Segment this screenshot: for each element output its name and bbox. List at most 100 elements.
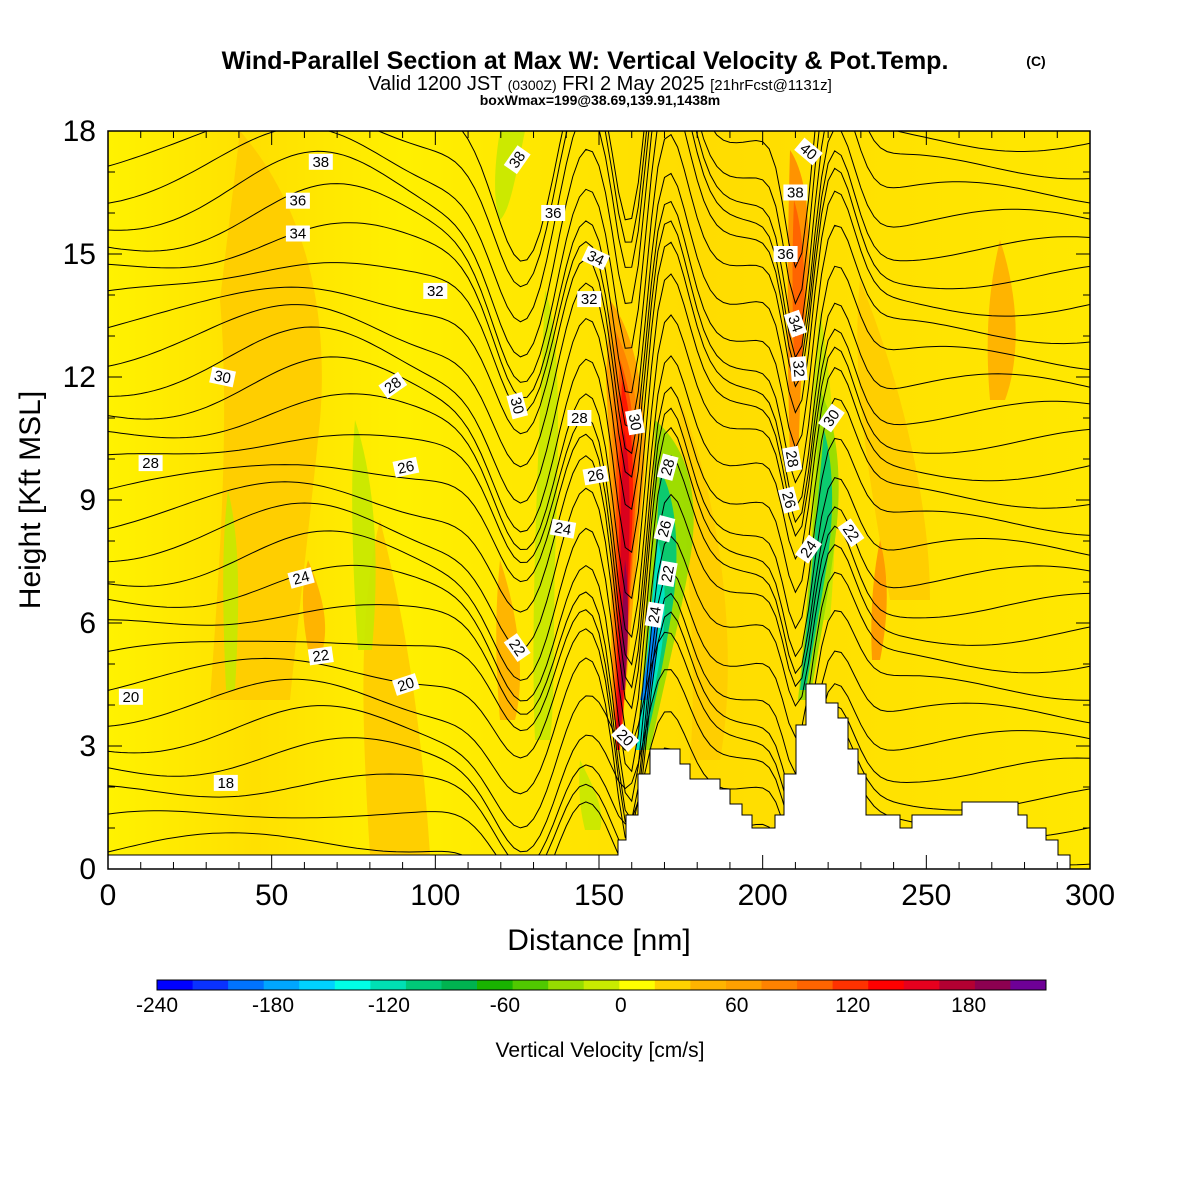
contour-label-text: 38 xyxy=(787,185,804,202)
contour-label-text: 28 xyxy=(142,455,159,472)
colorbar-swatch xyxy=(548,980,585,990)
colorbar-tick-label: 180 xyxy=(951,994,986,1017)
contour-label-box xyxy=(285,225,310,242)
contour-label-text: 22 xyxy=(839,521,862,544)
colorbar-swatch xyxy=(726,980,763,990)
colorbar-swatch xyxy=(334,980,371,990)
contour-label: 28 xyxy=(656,453,679,481)
colorbar-swatch xyxy=(263,980,300,990)
contour-label: 20 xyxy=(392,673,420,696)
colorbar-swatch xyxy=(405,980,442,990)
contour-label-text: 20 xyxy=(395,674,416,695)
colorbar-swatch xyxy=(654,980,691,990)
velocity-cell-9 xyxy=(352,420,376,650)
contour-label-box xyxy=(577,291,602,308)
colorbar-swatch xyxy=(441,980,478,990)
colorbar-swatch xyxy=(690,980,727,990)
contour-label-text: 30 xyxy=(213,367,233,387)
colorbar-swatch xyxy=(583,980,620,990)
theta-contour-line xyxy=(108,669,1090,853)
x-axis-label: Distance [nm] xyxy=(507,924,690,957)
contour-label: 22 xyxy=(657,560,678,588)
contour-label-text: 36 xyxy=(290,193,307,210)
contour-label-text: 34 xyxy=(290,226,307,243)
contour-label: 26 xyxy=(778,486,800,514)
colorbar-swatch xyxy=(974,980,1011,990)
x-axis: 0 50 100 150 200 250 300 xyxy=(100,131,1115,912)
contour-label-text: 24 xyxy=(291,568,312,589)
contour-label-text: 32 xyxy=(427,283,444,300)
contour-label: 38 xyxy=(783,184,808,202)
valid-utc: (0300Z) xyxy=(508,77,557,93)
contour-label: 28 xyxy=(782,445,803,473)
valid-prefix: Valid 1200 JST xyxy=(368,73,502,95)
contour-label-text: 32 xyxy=(789,360,807,378)
contour-label-box xyxy=(308,153,333,170)
contour-label: 30 xyxy=(209,366,237,388)
contour-label-text: 28 xyxy=(658,457,679,478)
contour-label: 36 xyxy=(773,246,798,263)
box-max-info: boxWmax=199@38.69,139.91,1438m xyxy=(480,92,721,108)
terrain xyxy=(108,683,1071,869)
velocity-cell-10 xyxy=(533,290,558,740)
colorbar-swatch xyxy=(192,980,229,990)
x-tick-label: 200 xyxy=(738,879,788,912)
colorbar-tick-label: -240 xyxy=(136,994,178,1017)
theta-contour-line xyxy=(108,493,1090,773)
contour-label-box xyxy=(837,518,865,548)
contour-label-box xyxy=(392,456,420,478)
contour-label-box xyxy=(378,371,408,399)
contour-label-text: 26 xyxy=(396,458,416,478)
contour-label-text: 20 xyxy=(123,689,140,706)
copyright-mark: (C) xyxy=(1026,53,1045,69)
contour-label: 28 xyxy=(138,455,163,472)
x-tick-label: 150 xyxy=(574,879,624,912)
contour-label: 40 xyxy=(794,137,823,166)
theta-contour-line xyxy=(108,611,1090,847)
contour-label-box xyxy=(209,366,237,388)
contour-label-text: 24 xyxy=(553,519,572,539)
valid-date: FRI 2 May 2025 xyxy=(562,73,704,95)
colorbar-tick-label: 120 xyxy=(835,994,870,1017)
contour-label-box xyxy=(625,408,645,436)
contour-label-text: 38 xyxy=(312,154,329,171)
contour-label: 38 xyxy=(308,153,333,171)
contour-label: 26 xyxy=(392,456,420,478)
y-tick-label: 9 xyxy=(79,484,96,517)
contour-label-box xyxy=(795,534,822,564)
contour-label: 32 xyxy=(789,356,808,382)
contour-label: 30 xyxy=(625,408,645,436)
theta-contour-line xyxy=(108,386,1090,666)
velocity-cell-3 xyxy=(857,280,930,600)
y-tick-label: 3 xyxy=(79,730,96,763)
contour-label: 24 xyxy=(549,518,577,539)
colorbar-tick-label: -180 xyxy=(252,994,294,1017)
contour-label: 34 xyxy=(285,225,310,243)
contour-label-text: 28 xyxy=(782,449,802,468)
x-tick-label: 100 xyxy=(410,879,460,912)
contour-label-text: 30 xyxy=(625,412,645,431)
contour-label-box xyxy=(783,309,808,338)
contour-label-text: 32 xyxy=(581,291,598,308)
contour-label: 36 xyxy=(541,205,566,222)
contour-label: 26 xyxy=(582,465,609,486)
contour-label: 22 xyxy=(307,646,334,666)
theta-contour-line xyxy=(108,314,1090,600)
contour-label-box xyxy=(285,192,310,209)
colorbar-swatch xyxy=(939,980,976,990)
contour-label: 38 xyxy=(503,145,531,175)
velocity-cell-1 xyxy=(210,131,322,700)
contour-label-text: 34 xyxy=(784,313,806,334)
y-tick-label: 15 xyxy=(63,238,96,271)
contour-label-text: 26 xyxy=(778,490,799,511)
velocity-cell-6 xyxy=(302,560,326,660)
contour-label-box xyxy=(783,184,808,201)
contour-label: 18 xyxy=(213,774,238,792)
theta-contour-line xyxy=(108,426,1090,710)
contour-label-box xyxy=(503,145,531,175)
contour-label-text: 22 xyxy=(505,636,528,659)
contour-label-box xyxy=(794,137,823,166)
theta-contour-line xyxy=(108,131,1090,359)
contour-label-box xyxy=(581,245,610,271)
contour-label-text: 34 xyxy=(584,247,606,269)
